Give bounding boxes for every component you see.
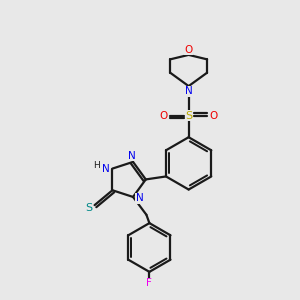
Text: F: F [146, 278, 152, 288]
Text: N: N [128, 151, 135, 161]
Text: S: S [85, 203, 92, 213]
Text: N: N [185, 86, 193, 96]
Text: N: N [136, 194, 143, 203]
Text: H: H [93, 160, 100, 169]
Text: S: S [185, 111, 192, 121]
Text: O: O [210, 111, 218, 121]
Text: O: O [159, 111, 167, 121]
Text: O: O [184, 44, 193, 55]
Text: N: N [102, 164, 110, 174]
